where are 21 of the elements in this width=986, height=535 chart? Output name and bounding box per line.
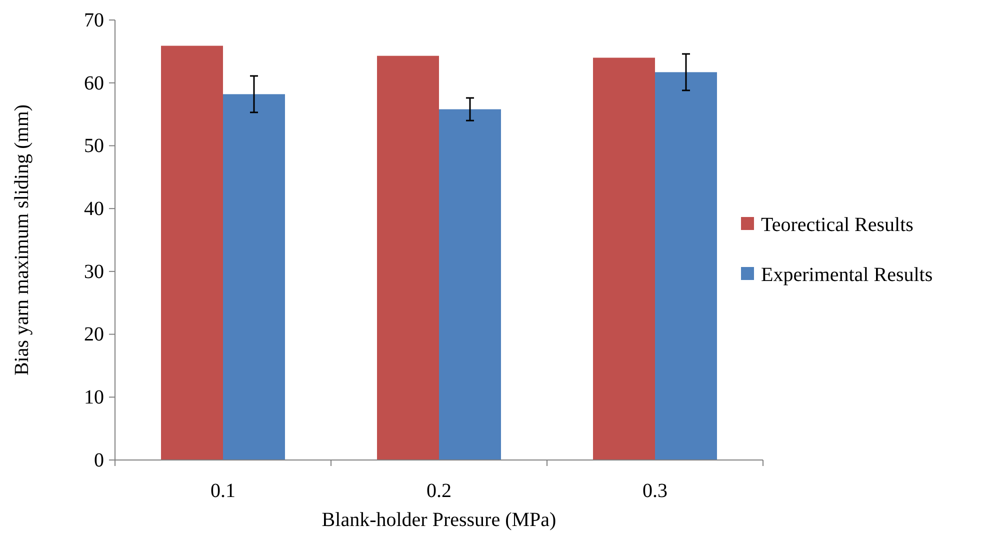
x-tick-label: 0.2: [426, 480, 452, 502]
bar: [161, 46, 223, 460]
y-tick-label: 10: [84, 386, 104, 409]
bar: [439, 109, 501, 460]
y-tick-label: 50: [84, 135, 104, 158]
bar: [223, 94, 285, 460]
x-tick-label: 0.3: [642, 480, 668, 502]
y-tick-label: 40: [84, 198, 104, 220]
bar: [655, 72, 717, 460]
x-axis-title: Blank-holder Pressure (MPa): [322, 509, 556, 531]
bar: [377, 56, 439, 460]
bar: [593, 58, 655, 460]
legend-label: Experimental Results: [761, 264, 933, 286]
y-tick-label: 20: [84, 324, 104, 346]
legend-label: Teorectical Results: [761, 214, 914, 236]
y-tick-label: 60: [84, 72, 104, 94]
x-tick-label: 0.1: [210, 480, 236, 502]
y-tick-label: 70: [84, 9, 104, 32]
y-tick-label: 0: [94, 449, 104, 472]
y-tick-label: 30: [84, 260, 104, 283]
y-axis-title: Bias yarn maximum sliding (mm): [11, 104, 33, 376]
